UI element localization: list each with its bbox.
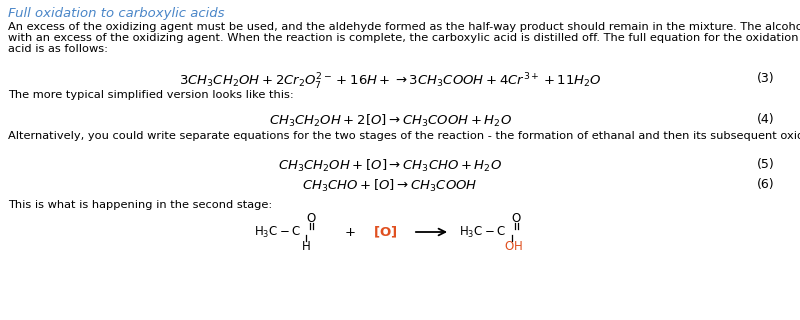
Text: $\mathsf{OH}$: $\mathsf{OH}$ bbox=[503, 241, 522, 253]
Text: (5): (5) bbox=[758, 158, 775, 171]
Text: (3): (3) bbox=[758, 72, 775, 85]
Text: Full oxidation to carboxylic acids: Full oxidation to carboxylic acids bbox=[8, 7, 225, 20]
Text: $\mathsf{H_3C-C}$: $\mathsf{H_3C-C}$ bbox=[459, 224, 506, 240]
Text: $CH_3CH_2OH + 2[O] \rightarrow CH_3COOH + H_2O$: $CH_3CH_2OH + 2[O] \rightarrow CH_3COOH … bbox=[269, 113, 511, 129]
Text: An excess of the oxidizing agent must be used, and the aldehyde formed as the ha: An excess of the oxidizing agent must be… bbox=[8, 22, 800, 32]
Text: Alternatively, you could write separate equations for the two stages of the reac: Alternatively, you could write separate … bbox=[8, 131, 800, 141]
Text: with an excess of the oxidizing agent. When the reaction is complete, the carbox: with an excess of the oxidizing agent. W… bbox=[8, 33, 800, 43]
Text: $\mathsf{O}$: $\mathsf{O}$ bbox=[306, 212, 316, 225]
Text: $CH_3CH_2OH + [O] \rightarrow CH_3CHO + H_2O$: $CH_3CH_2OH + [O] \rightarrow CH_3CHO + … bbox=[278, 158, 502, 174]
Text: $\mathsf{H}$: $\mathsf{H}$ bbox=[301, 239, 311, 252]
Text: $\mathbf{[O]}$: $\mathbf{[O]}$ bbox=[373, 224, 397, 240]
Text: $+$: $+$ bbox=[344, 226, 356, 238]
Text: $\mathsf{H_3C-C}$: $\mathsf{H_3C-C}$ bbox=[254, 224, 301, 240]
Text: (4): (4) bbox=[758, 113, 775, 126]
Text: $\mathsf{O}$: $\mathsf{O}$ bbox=[510, 212, 522, 225]
Text: $CH_3CHO + [O] \rightarrow CH_3COOH$: $CH_3CHO + [O] \rightarrow CH_3COOH$ bbox=[302, 178, 478, 194]
Text: $3CH_3CH_2OH + 2Cr_2O_7^{2-} + 16H+ \rightarrow 3CH_3COOH + 4Cr^{3+} + 11H_2O$: $3CH_3CH_2OH + 2Cr_2O_7^{2-} + 16H+ \rig… bbox=[178, 72, 602, 92]
Text: This is what is happening in the second stage:: This is what is happening in the second … bbox=[8, 200, 272, 210]
Text: The more typical simplified version looks like this:: The more typical simplified version look… bbox=[8, 90, 294, 100]
Text: (6): (6) bbox=[758, 178, 775, 191]
Text: acid is as follows:: acid is as follows: bbox=[8, 44, 108, 54]
